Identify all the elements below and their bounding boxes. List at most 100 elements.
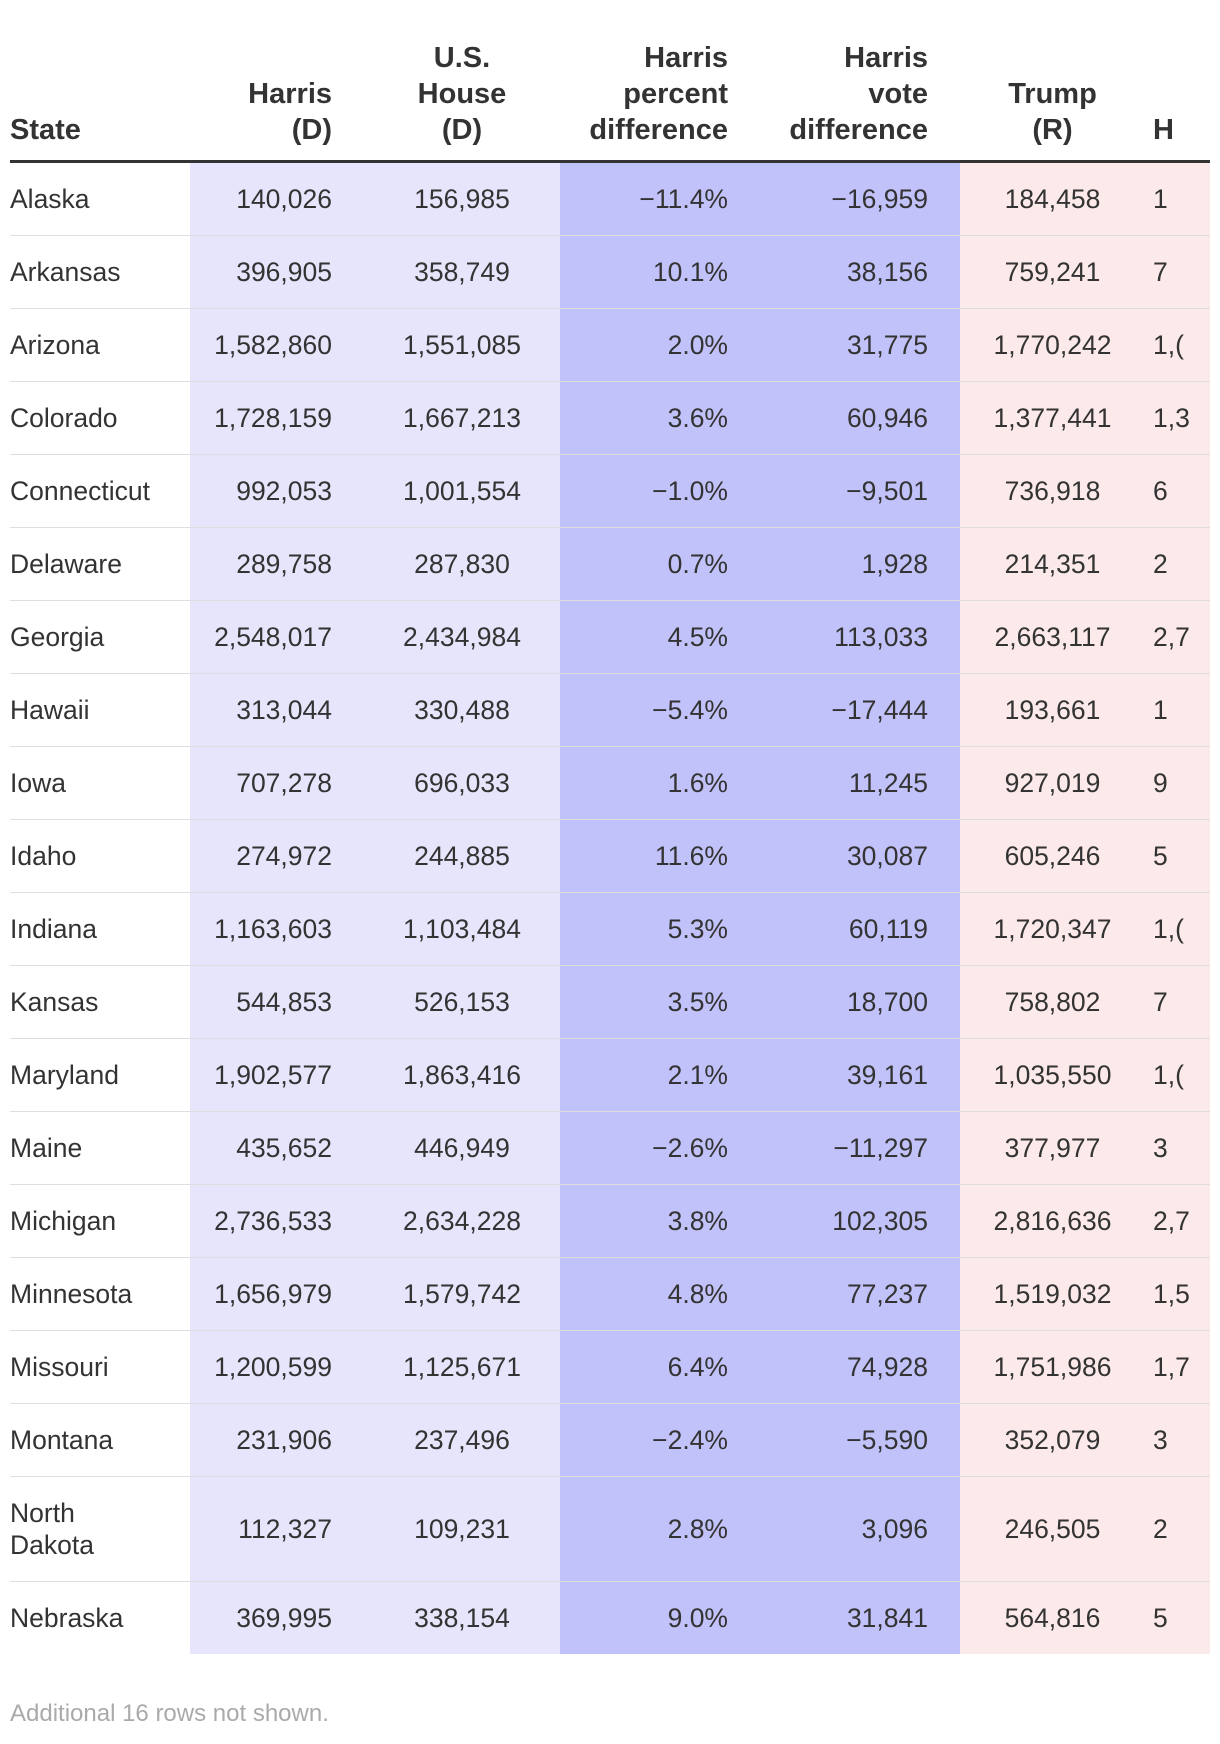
footnote: Additional 16 rows not shown. — [10, 1700, 329, 1727]
cell-trump: 1,770,242 — [960, 308, 1145, 382]
cell-next-cut: 2,7 — [1145, 600, 1210, 674]
header-harris[interactable]: Harris (D) — [190, 40, 364, 163]
cell-trump: 1,720,347 — [960, 892, 1145, 966]
cell-trump: 1,377,441 — [960, 381, 1145, 455]
cell-house: 2,434,984 — [364, 600, 560, 674]
cell-vote-diff: 113,033 — [760, 600, 960, 674]
table-row: Montana 231,906 237,496 −2.4% −5,590 352,079 3 — [10, 1403, 1210, 1477]
cell-harris: 1,582,860 — [190, 308, 364, 382]
cell-next-cut: 2 — [1145, 527, 1210, 601]
cell-state: Delaware — [10, 527, 190, 601]
table-row: Maryland 1,902,577 1,863,416 2.1% 39,161 1,03… — [10, 1038, 1210, 1112]
cell-pct-diff: 2.8% — [560, 1476, 760, 1582]
cell-pct-diff: 6.4% — [560, 1330, 760, 1404]
cell-next-cut: 7 — [1145, 235, 1210, 309]
cell-trump: 214,351 — [960, 527, 1145, 601]
cell-house: 526,153 — [364, 965, 560, 1039]
cell-harris: 231,906 — [190, 1403, 364, 1477]
cell-state: Alaska — [10, 184, 90, 214]
cell-vote-diff: 11,245 — [760, 746, 960, 820]
header-harris-line1: Harris — [248, 78, 332, 110]
header-state-label: State — [10, 114, 81, 146]
cell-pct-diff: 2.0% — [560, 308, 760, 382]
cell-house: 244,885 — [364, 819, 560, 893]
cell-next-cut: 5 — [1145, 819, 1210, 893]
cell-pct-diff: 11.6% — [560, 819, 760, 893]
cell-vote-diff: −17,444 — [760, 673, 960, 747]
cell-state: Idaho — [10, 819, 190, 893]
cell-house: 696,033 — [364, 746, 560, 820]
cell-state: North Dakota — [10, 1476, 190, 1582]
cell-next-cut: 3 — [1145, 1403, 1210, 1477]
cell-next-cut: 1 — [1145, 673, 1210, 747]
cell-state: Arizona — [10, 308, 190, 382]
header-house-line2: House — [417, 78, 507, 110]
cell-pct-diff: −11.4% — [560, 161, 760, 236]
cell-harris: 274,972 — [190, 819, 364, 893]
table-row: North Dakota 112,327 109,231 2.8% 3,096 246,5… — [10, 1476, 1210, 1582]
cell-trump: 1,751,986 — [960, 1330, 1145, 1404]
cell-vote-diff: 102,305 — [760, 1184, 960, 1258]
cell-vote-diff: 1,928 — [760, 527, 960, 601]
cell-next-cut: 5 — [1145, 1581, 1210, 1654]
cell-pct-diff: −1.0% — [560, 454, 760, 528]
table-row: Delaware 289,758 287,830 0.7% 1,928 214,351 2 — [10, 527, 1210, 601]
cell-pct-diff: 0.7% — [560, 527, 760, 601]
header-state[interactable]: State — [10, 40, 190, 163]
cell-state: Maine — [10, 1111, 190, 1185]
cell-next-cut: 3 — [1145, 1111, 1210, 1185]
cell-next-cut: 6 — [1145, 454, 1210, 528]
cell-trump: 352,079 — [960, 1403, 1145, 1477]
header-next-line1: H — [1153, 114, 1174, 146]
cell-trump: 564,816 — [960, 1581, 1145, 1654]
cell-trump: 2,816,636 — [960, 1184, 1145, 1258]
cell-vote-diff: 3,096 — [760, 1476, 960, 1582]
cell-vote-diff: 18,700 — [760, 965, 960, 1039]
cell-harris: 1,163,603 — [190, 892, 364, 966]
table-row: Hawaii 313,044 330,488 −5.4% −17,444 193,661 1 — [10, 673, 1210, 747]
cell-state: Indiana — [10, 892, 190, 966]
cell-state: Michigan — [10, 1184, 190, 1258]
cell-vote-diff: −5,590 — [760, 1403, 960, 1477]
table-row: Minnesota 1,656,979 1,579,742 4.8% 77,237 1,5… — [10, 1257, 1210, 1331]
table-row: Alaska 140,026 156,985 −11.4% −16,959 184,458… — [10, 161, 1210, 236]
header-house[interactable]: U.S. House (D) — [364, 40, 560, 163]
header-pct-line2: percent — [623, 78, 728, 110]
cell-trump: 758,802 — [960, 965, 1145, 1039]
cell-state: Hawaii — [10, 673, 190, 747]
header-pct-diff[interactable]: Harris percent difference — [560, 40, 760, 163]
header-trump[interactable]: Trump (R) — [960, 40, 1145, 163]
header-house-line3: (D) — [441, 114, 483, 146]
cell-vote-diff: 74,928 — [760, 1330, 960, 1404]
cell-house: 1,125,671 — [364, 1330, 560, 1404]
cell-house: 237,496 — [364, 1403, 560, 1477]
cell-vote-diff: 30,087 — [760, 819, 960, 893]
cell-trump: 184,458 — [960, 161, 1145, 236]
cell-next-cut: 2,7 — [1145, 1184, 1210, 1258]
header-pct-line3: difference — [589, 114, 728, 146]
cell-house: 109,231 — [364, 1476, 560, 1582]
header-next-cut[interactable]: H — [1145, 40, 1210, 163]
cell-state: Kansas — [10, 965, 190, 1039]
header-vote-diff[interactable]: Harris vote difference — [760, 40, 960, 163]
cell-state: Connecticut — [10, 454, 190, 528]
cell-pct-diff: 3.6% — [560, 381, 760, 455]
cell-next-cut: 1,( — [1145, 892, 1210, 966]
cell-harris: 1,728,159 — [190, 381, 364, 455]
header-pct-line1: Harris — [644, 42, 728, 74]
cell-state: Montana — [10, 1403, 190, 1477]
cell-harris: 544,853 — [190, 965, 364, 1039]
table-row: Arkansas 396,905 358,749 10.1% 38,156 759,241… — [10, 235, 1210, 309]
cell-next-cut: 1,3 — [1145, 381, 1210, 455]
cell-trump: 193,661 — [960, 673, 1145, 747]
cell-harris: 435,652 — [190, 1111, 364, 1185]
cell-house: 338,154 — [364, 1581, 560, 1654]
table-row: Georgia 2,548,017 2,434,984 4.5% 113,033 2,66… — [10, 600, 1210, 674]
table-row: Indiana 1,163,603 1,103,484 5.3% 60,119 1,720… — [10, 892, 1210, 966]
cell-harris: 707,278 — [190, 746, 364, 820]
header-row: State Harris (D) U.S. House (D) Harris p… — [10, 40, 1210, 163]
cell-state: Missouri — [10, 1330, 190, 1404]
results-table-wrapper: State Harris (D) U.S. House (D) Harris p… — [10, 40, 1210, 1654]
cell-harris: 1,200,599 — [190, 1330, 364, 1404]
cell-vote-diff: 39,161 — [760, 1038, 960, 1112]
